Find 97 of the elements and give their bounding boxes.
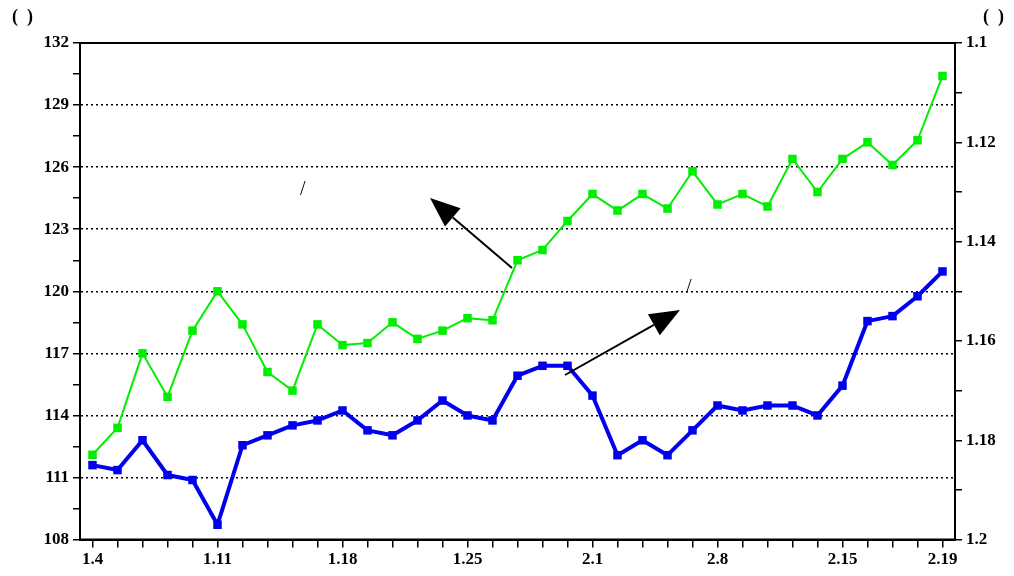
y-tick-label: 120 bbox=[43, 280, 69, 300]
point bbox=[588, 391, 597, 400]
point bbox=[263, 431, 272, 440]
annotation: / bbox=[686, 275, 692, 297]
x-tick-label: 2.15 bbox=[827, 549, 858, 569]
point bbox=[463, 411, 472, 420]
x-tick-label: 2.19 bbox=[927, 549, 958, 569]
point bbox=[313, 416, 322, 425]
point bbox=[363, 426, 372, 435]
point bbox=[938, 71, 947, 81]
y-tick-label: 117 bbox=[44, 342, 70, 362]
y-tick-label: 111 bbox=[45, 466, 69, 486]
point bbox=[338, 340, 347, 350]
point bbox=[163, 470, 172, 480]
point bbox=[413, 416, 422, 425]
point bbox=[788, 401, 797, 410]
point bbox=[363, 338, 372, 348]
y2-tick-label: 1.18 bbox=[966, 429, 996, 449]
point bbox=[213, 287, 222, 296]
point bbox=[238, 441, 247, 450]
point bbox=[188, 475, 197, 485]
point bbox=[413, 334, 422, 344]
point bbox=[638, 436, 647, 445]
point bbox=[813, 187, 822, 197]
annotation: / bbox=[300, 177, 306, 199]
point bbox=[938, 267, 947, 276]
point bbox=[563, 361, 572, 371]
point bbox=[688, 426, 697, 435]
point bbox=[713, 200, 722, 209]
point bbox=[613, 206, 622, 215]
y-tick-label: 114 bbox=[44, 404, 70, 424]
point bbox=[838, 381, 847, 390]
y2-tick-label: 1.1 bbox=[966, 32, 988, 52]
point bbox=[388, 431, 397, 440]
point bbox=[463, 313, 472, 323]
point bbox=[538, 245, 547, 255]
point bbox=[663, 450, 672, 460]
x-tick-label: 1.4 bbox=[81, 549, 104, 569]
point bbox=[288, 386, 297, 395]
point bbox=[913, 292, 922, 301]
x-tick-label: 1.18 bbox=[327, 549, 358, 569]
point bbox=[138, 436, 147, 445]
point bbox=[163, 392, 172, 402]
point bbox=[563, 216, 572, 226]
point bbox=[763, 202, 772, 211]
point bbox=[913, 136, 922, 145]
y-tick-label: 108 bbox=[43, 528, 69, 548]
point bbox=[438, 396, 447, 405]
point bbox=[88, 450, 97, 460]
y-tick-label: 129 bbox=[43, 94, 69, 114]
y2-tick-label: 1.2 bbox=[966, 528, 988, 548]
point bbox=[513, 256, 522, 265]
point bbox=[113, 465, 122, 475]
point bbox=[288, 421, 297, 430]
point bbox=[313, 320, 322, 329]
point bbox=[738, 406, 747, 415]
y-tick-label: 132 bbox=[43, 32, 69, 52]
point bbox=[888, 160, 897, 170]
point bbox=[488, 416, 497, 425]
point bbox=[338, 406, 347, 415]
point bbox=[238, 320, 247, 329]
point bbox=[713, 401, 722, 410]
point bbox=[138, 349, 147, 358]
y-tick-label: 126 bbox=[43, 156, 69, 176]
point bbox=[888, 311, 897, 321]
point bbox=[588, 189, 597, 199]
point bbox=[113, 423, 122, 433]
x-tick-label: 1.25 bbox=[452, 549, 483, 569]
point bbox=[263, 367, 272, 377]
point bbox=[388, 318, 397, 327]
point bbox=[88, 460, 97, 470]
point bbox=[438, 326, 447, 335]
point bbox=[763, 401, 772, 410]
y2-tick-label: 1.12 bbox=[966, 131, 996, 151]
point bbox=[838, 154, 847, 164]
y2-tick-label: 1.16 bbox=[966, 330, 996, 350]
point bbox=[863, 316, 872, 326]
point bbox=[513, 371, 522, 380]
point bbox=[488, 316, 497, 325]
point bbox=[863, 138, 872, 147]
x-tick-label: 1.11 bbox=[203, 549, 232, 569]
x-tick-label: 2.8 bbox=[706, 549, 729, 569]
y-axis-title: ( ) bbox=[12, 6, 33, 27]
point bbox=[213, 520, 222, 529]
point bbox=[638, 189, 647, 199]
point bbox=[538, 361, 547, 371]
point bbox=[813, 411, 822, 420]
x-tick-label: 2.1 bbox=[581, 549, 604, 569]
y2-axis-title: ( ) bbox=[983, 6, 1004, 27]
point bbox=[688, 167, 697, 176]
point bbox=[188, 326, 197, 335]
point bbox=[738, 189, 747, 199]
point bbox=[788, 154, 797, 164]
point bbox=[663, 204, 672, 213]
y-tick-label: 123 bbox=[43, 218, 69, 238]
y2-tick-label: 1.14 bbox=[966, 231, 997, 251]
point bbox=[613, 450, 622, 460]
